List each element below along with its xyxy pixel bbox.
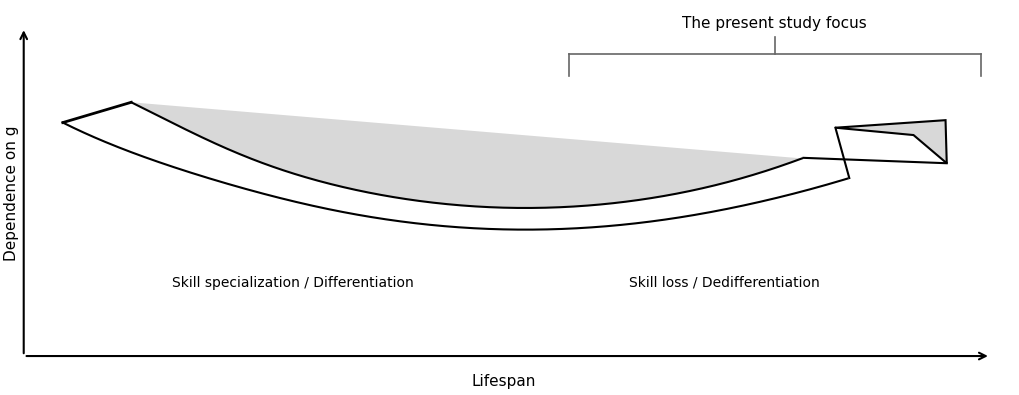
Text: Skill specialization / Differentiation: Skill specialization / Differentiation <box>172 276 414 290</box>
Text: Skill loss / Dedifferentiation: Skill loss / Dedifferentiation <box>629 276 819 290</box>
Polygon shape <box>131 102 801 208</box>
Text: The present study focus: The present study focus <box>682 16 866 31</box>
Text: Dependence on g: Dependence on g <box>4 126 19 261</box>
Text: Lifespan: Lifespan <box>471 374 535 389</box>
Polygon shape <box>835 120 946 163</box>
